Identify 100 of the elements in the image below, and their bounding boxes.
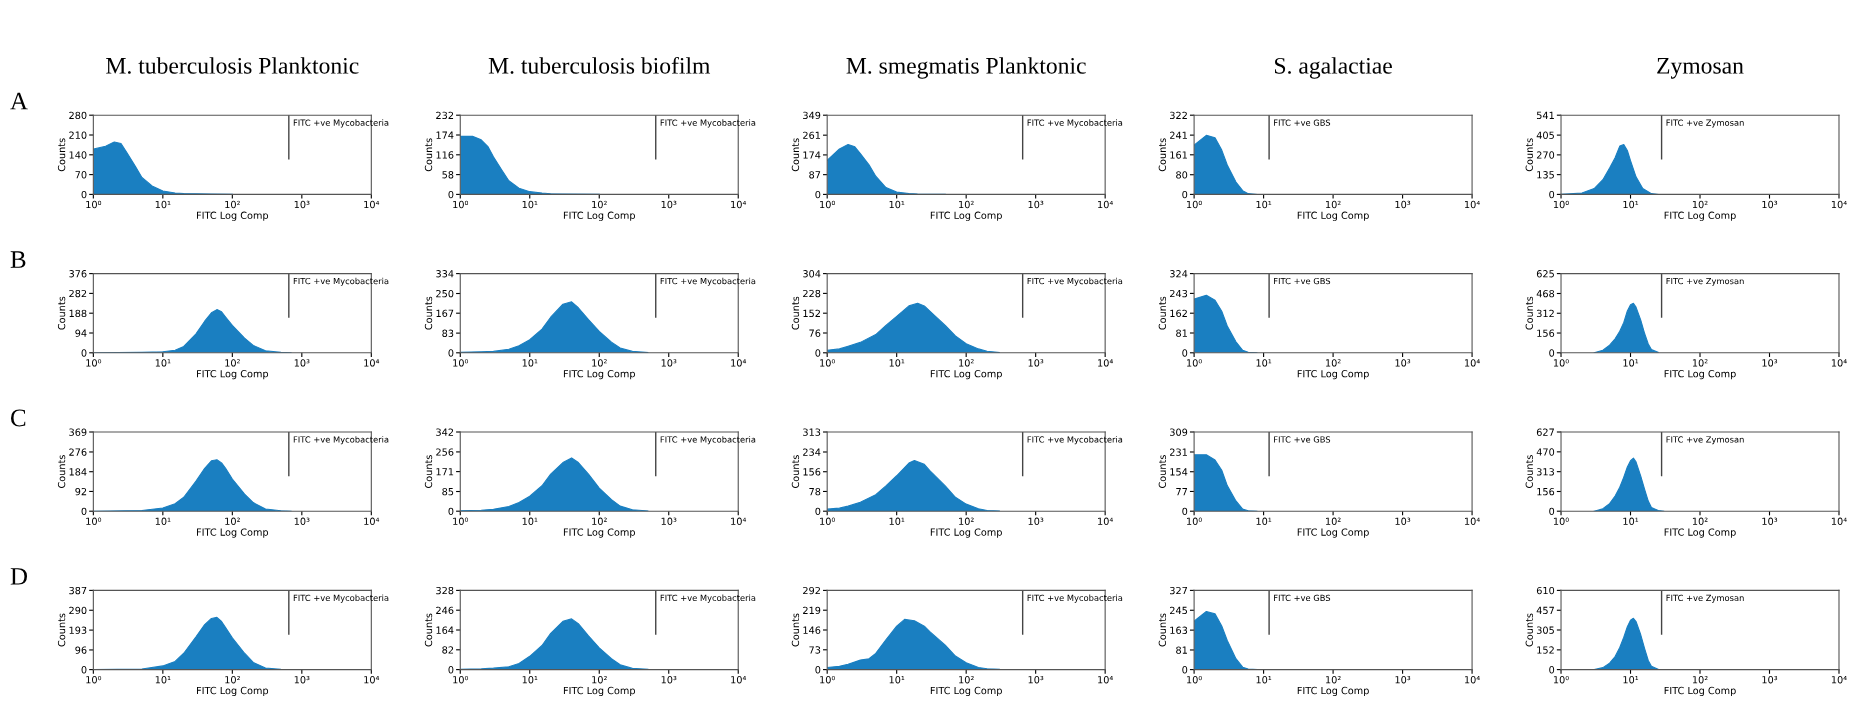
y-tick-label: 164 [436, 626, 454, 634]
ref-line-label: FITC +ve Zymosan [1666, 119, 1744, 128]
ref-line-label: FITC +ve Mycobacteria [1027, 277, 1123, 286]
y-tick-label: 0 [815, 666, 821, 674]
x-axis-title: FITC Log Comp [1297, 686, 1369, 697]
x-tick-label: 10⁰ [86, 517, 102, 525]
ref-line-label: FITC +ve Mycobacteria [1027, 436, 1123, 445]
y-tick-label: 0 [81, 666, 87, 674]
x-tick-label: 10⁴ [1098, 517, 1113, 525]
y-tick-label: 116 [436, 151, 454, 159]
chart-title: M. tuberculosis Planktonic [106, 57, 359, 74]
y-tick-label: 342 [436, 428, 454, 436]
y-tick-label: 78 [809, 487, 821, 496]
chart-title: M. tuberculosis biofilm [488, 56, 711, 74]
x-axis-title: FITC Log Comp [563, 528, 635, 538]
y-tick-label: 0 [448, 190, 454, 199]
text: B [10, 251, 26, 268]
x-tick-label: 10³ [1762, 676, 1778, 684]
y-tick-label: 0 [81, 507, 87, 516]
x-tick-label: 10¹ [1623, 359, 1639, 367]
chart-title: S. agalactiae [1275, 57, 1392, 79]
x-tick-label: 10² [592, 676, 607, 684]
y-tick-label: 228 [803, 289, 821, 298]
x-tick-label: 10¹ [889, 517, 905, 525]
x-tick-label: 10³ [1395, 517, 1411, 525]
y-tick-label: 94 [75, 329, 87, 337]
y-tick-label: 156 [803, 468, 821, 476]
x-axis-title: FITC Log Comp [930, 528, 1002, 538]
y-tick-label: 470 [1536, 448, 1555, 456]
y-axis-title: Counts [424, 138, 433, 172]
x-tick-label: 10¹ [1256, 517, 1272, 525]
y-tick-label: 0 [1182, 507, 1188, 516]
x-tick-label: 10³ [661, 200, 677, 209]
x-tick-label: 10⁴ [1831, 359, 1847, 367]
x-tick-label: 10² [592, 517, 607, 525]
y-tick-label: 304 [803, 270, 821, 278]
y-tick-label: 387 [69, 586, 87, 595]
x-axis-title: FITC Log Comp [930, 370, 1002, 380]
y-tick-label: 376 [69, 270, 87, 278]
x-axis-title: FITC Log Comp [197, 686, 269, 697]
x-tick-label: 10² [1692, 359, 1708, 367]
y-tick-label: 80 [1176, 171, 1188, 179]
ref-line-label: FITC +ve Mycobacteria [1027, 119, 1123, 128]
y-tick-label: 154 [1170, 468, 1188, 476]
y-tick-label: 83 [442, 329, 454, 337]
x-tick-label: 10⁴ [731, 359, 747, 367]
x-tick-label: 10⁰ [820, 676, 835, 684]
x-tick-label: 10² [592, 359, 607, 367]
text: D [10, 568, 28, 585]
x-tick-label: 10¹ [1256, 200, 1272, 209]
x-tick-label: 10² [225, 359, 240, 367]
x-tick-label: 10³ [294, 359, 310, 367]
y-axis-title: Counts [424, 455, 433, 489]
y-tick-label: 0 [1549, 666, 1555, 674]
y-tick-label: 163 [1170, 626, 1188, 634]
y-axis-title: Counts [1158, 613, 1167, 647]
x-axis-title: FITC Log Comp [1664, 528, 1736, 538]
x-tick-label: 10⁰ [1187, 676, 1202, 684]
x-tick-label: 10³ [1028, 359, 1044, 367]
ref-line-label: FITC +ve Zymosan [1666, 594, 1744, 603]
x-tick-label: 10³ [1395, 200, 1411, 209]
x-tick-label: 10⁰ [1187, 200, 1202, 209]
x-tick-label: 10³ [1395, 359, 1411, 367]
y-axis-title: Counts [1525, 138, 1533, 172]
y-tick-label: 81 [1176, 329, 1187, 337]
y-tick-label: 73 [809, 646, 821, 654]
x-tick-label: 10⁴ [364, 676, 380, 684]
y-tick-label: 309 [1170, 428, 1188, 436]
y-tick-label: 627 [1536, 428, 1554, 436]
x-tick-label: 10³ [1395, 676, 1411, 684]
y-tick-label: 334 [436, 270, 454, 278]
x-tick-label: 10¹ [889, 676, 905, 684]
x-tick-label: 10⁰ [820, 359, 835, 367]
y-tick-label: 0 [448, 666, 454, 674]
y-tick-label: 0 [1182, 666, 1188, 674]
x-tick-label: 10⁰ [1553, 200, 1569, 209]
y-tick-label: 0 [815, 507, 821, 516]
x-tick-label: 10⁴ [1098, 200, 1113, 209]
x-tick-label: 10¹ [889, 359, 905, 367]
x-tick-label: 10⁴ [1831, 676, 1847, 684]
y-tick-label: 328 [436, 586, 454, 595]
y-tick-label: 81 [1176, 646, 1187, 654]
ref-line-label: FITC +ve Mycobacteria [1027, 594, 1123, 603]
x-axis-title: FITC Log Comp [1664, 370, 1736, 380]
x-tick-label: 10³ [294, 517, 310, 525]
ref-line-label: FITC +ve Zymosan [1666, 277, 1744, 286]
x-tick-label: 10³ [294, 200, 310, 209]
x-axis-title: FITC Log Comp [1297, 370, 1369, 380]
x-tick-label: 10¹ [1623, 517, 1639, 525]
y-axis-title: Counts [1525, 296, 1533, 330]
x-tick-label: 10³ [294, 676, 310, 684]
y-axis-title: Counts [1158, 455, 1167, 489]
y-tick-label: 369 [69, 428, 87, 436]
y-tick-label: 135 [1537, 171, 1554, 179]
x-tick-label: 10⁰ [1187, 517, 1202, 525]
x-tick-label: 10¹ [1256, 676, 1272, 684]
x-tick-label: 10² [1692, 200, 1708, 209]
y-tick-label: 280 [69, 111, 87, 120]
y-axis-title: Counts [791, 613, 800, 647]
y-tick-label: 85 [442, 487, 454, 496]
